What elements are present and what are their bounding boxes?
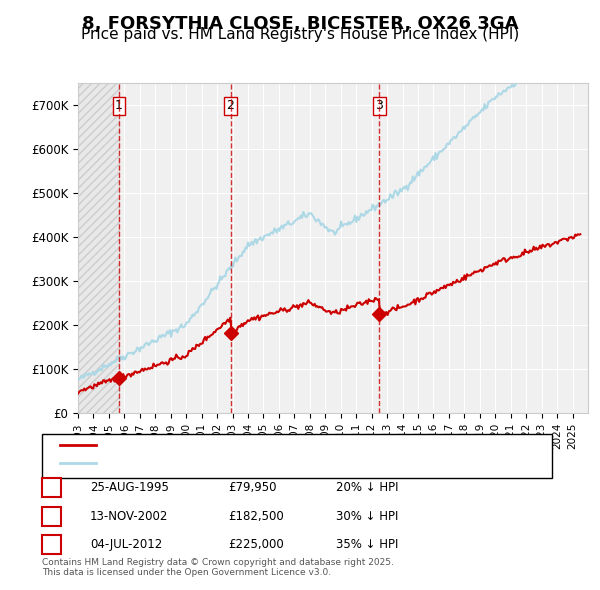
Text: 35% ↓ HPI: 35% ↓ HPI bbox=[336, 538, 398, 551]
Text: 8, FORSYTHIA CLOSE, BICESTER, OX26 3GA: 8, FORSYTHIA CLOSE, BICESTER, OX26 3GA bbox=[82, 15, 518, 33]
Text: Contains HM Land Registry data © Crown copyright and database right 2025.
This d: Contains HM Land Registry data © Crown c… bbox=[42, 558, 394, 577]
Text: 20% ↓ HPI: 20% ↓ HPI bbox=[336, 481, 398, 494]
Text: 8, FORSYTHIA CLOSE, BICESTER, OX26 3GA (detached house): 8, FORSYTHIA CLOSE, BICESTER, OX26 3GA (… bbox=[105, 441, 449, 450]
Text: Price paid vs. HM Land Registry's House Price Index (HPI): Price paid vs. HM Land Registry's House … bbox=[81, 27, 519, 41]
Text: HPI: Average price, detached house, Cherwell: HPI: Average price, detached house, Cher… bbox=[105, 458, 360, 468]
Text: £79,950: £79,950 bbox=[228, 481, 277, 494]
Text: £182,500: £182,500 bbox=[228, 510, 284, 523]
Text: 3: 3 bbox=[376, 99, 383, 112]
Text: 2: 2 bbox=[47, 510, 56, 523]
Text: 13-NOV-2002: 13-NOV-2002 bbox=[90, 510, 169, 523]
Text: 1: 1 bbox=[47, 481, 56, 494]
Text: 04-JUL-2012: 04-JUL-2012 bbox=[90, 538, 162, 551]
Text: 30% ↓ HPI: 30% ↓ HPI bbox=[336, 510, 398, 523]
Text: £225,000: £225,000 bbox=[228, 538, 284, 551]
Text: 25-AUG-1995: 25-AUG-1995 bbox=[90, 481, 169, 494]
Text: 3: 3 bbox=[47, 538, 56, 551]
Text: 1: 1 bbox=[115, 99, 123, 112]
Bar bbox=[78, 83, 119, 413]
Text: 2: 2 bbox=[227, 99, 235, 112]
